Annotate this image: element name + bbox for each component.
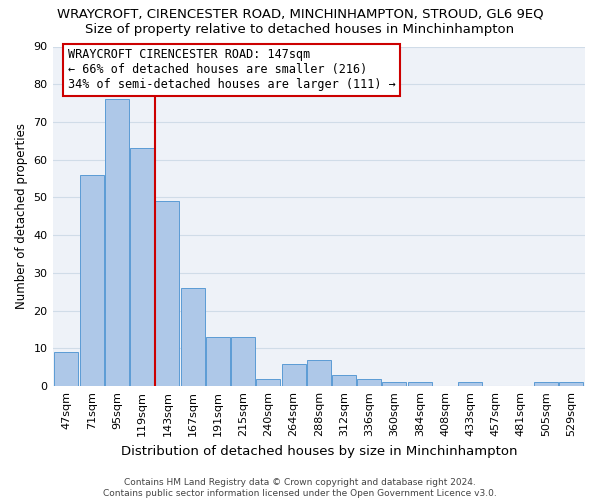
Bar bbox=[256, 378, 280, 386]
Bar bbox=[181, 288, 205, 386]
Bar bbox=[408, 382, 431, 386]
Bar bbox=[307, 360, 331, 386]
Y-axis label: Number of detached properties: Number of detached properties bbox=[15, 124, 28, 310]
Bar bbox=[534, 382, 558, 386]
Bar bbox=[80, 175, 104, 386]
Bar bbox=[559, 382, 583, 386]
Bar bbox=[458, 382, 482, 386]
Bar bbox=[155, 201, 179, 386]
Text: WRAYCROFT CIRENCESTER ROAD: 147sqm
← 66% of detached houses are smaller (216)
34: WRAYCROFT CIRENCESTER ROAD: 147sqm ← 66%… bbox=[68, 48, 395, 92]
Bar bbox=[55, 352, 79, 386]
Bar bbox=[281, 364, 305, 386]
Bar bbox=[332, 375, 356, 386]
Text: WRAYCROFT, CIRENCESTER ROAD, MINCHINHAMPTON, STROUD, GL6 9EQ: WRAYCROFT, CIRENCESTER ROAD, MINCHINHAMP… bbox=[56, 8, 544, 20]
Bar bbox=[105, 100, 129, 386]
Bar bbox=[206, 337, 230, 386]
X-axis label: Distribution of detached houses by size in Minchinhampton: Distribution of detached houses by size … bbox=[121, 444, 517, 458]
Bar bbox=[382, 382, 406, 386]
Bar bbox=[357, 378, 381, 386]
Bar bbox=[130, 148, 154, 386]
Text: Contains HM Land Registry data © Crown copyright and database right 2024.
Contai: Contains HM Land Registry data © Crown c… bbox=[103, 478, 497, 498]
Bar bbox=[231, 337, 255, 386]
Text: Size of property relative to detached houses in Minchinhampton: Size of property relative to detached ho… bbox=[85, 22, 515, 36]
